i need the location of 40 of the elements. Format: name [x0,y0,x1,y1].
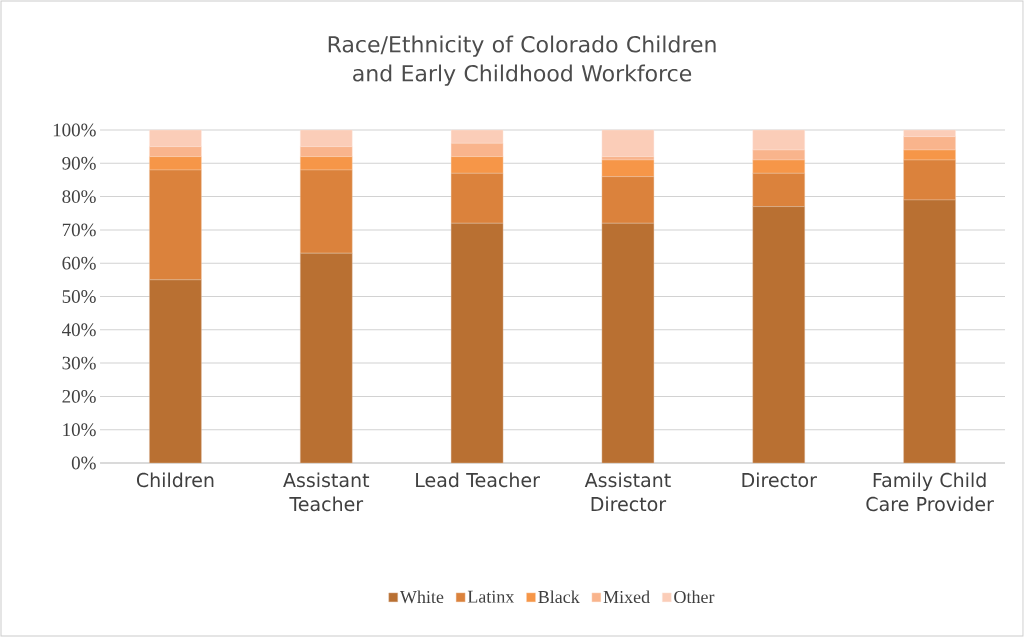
legend-label: Other [674,590,715,604]
bar [149,129,202,147]
bar [752,129,805,151]
legend-label: Black [538,590,580,604]
x-tick-label: Lead Teacher [416,472,540,488]
bar [149,279,202,464]
bar [450,129,504,144]
bar [300,253,353,464]
bar [601,223,655,464]
bar [903,199,956,464]
bar [903,136,956,151]
x-tick-label: Director [742,472,817,488]
legend-label: Latinx [467,590,515,603]
bar [300,146,353,157]
bar [752,206,805,464]
y-tick-label: 10% [63,423,96,437]
y-tick-label: 70% [62,223,96,237]
y-tick-label: 40% [62,323,96,337]
x-tick-label: Assistant Teacher [283,472,370,512]
bar [752,149,805,161]
y-tick-label: 0% [71,456,96,470]
legend-label: White [399,590,444,604]
y-tick-label: 30% [62,356,96,370]
x-tick-label: Family Child Care Provider [866,472,994,512]
chart-title: Race/Ethnicity of Colorado Children and Early Childhood Workforce [328,35,716,86]
bar [300,129,353,147]
bar [450,223,504,464]
bar [450,143,504,157]
bar [903,129,956,137]
y-tick-label: 60% [62,256,96,270]
bar [149,146,202,157]
y-tick-label: 90% [62,156,96,170]
bar [601,129,655,157]
y-tick-label: 50% [62,290,96,303]
x-tick-label: Children [136,472,214,488]
y-tick-label: 20% [62,389,96,403]
legend-label: Mixed [603,590,650,604]
x-tick-label: Assistant Director [584,472,671,512]
y-tick-label: 80% [62,190,96,204]
y-tick-label: 100% [53,123,96,137]
